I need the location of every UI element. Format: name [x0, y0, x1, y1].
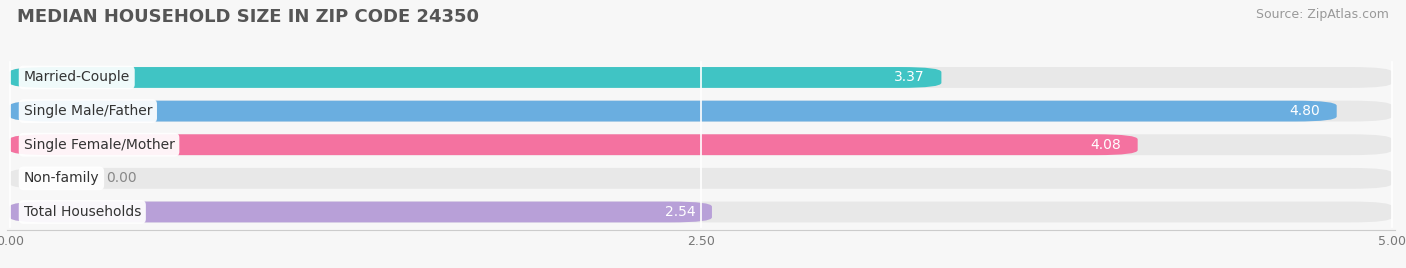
FancyBboxPatch shape — [10, 101, 1337, 121]
Text: 0.00: 0.00 — [107, 171, 138, 185]
FancyBboxPatch shape — [10, 67, 942, 88]
FancyBboxPatch shape — [10, 202, 711, 222]
Text: 4.08: 4.08 — [1090, 138, 1121, 152]
Text: 2.54: 2.54 — [665, 205, 696, 219]
Text: MEDIAN HOUSEHOLD SIZE IN ZIP CODE 24350: MEDIAN HOUSEHOLD SIZE IN ZIP CODE 24350 — [17, 8, 479, 26]
Text: 4.80: 4.80 — [1289, 104, 1320, 118]
Text: Single Male/Father: Single Male/Father — [24, 104, 152, 118]
Text: 3.37: 3.37 — [894, 70, 925, 84]
FancyBboxPatch shape — [10, 134, 1392, 155]
Text: Non-family: Non-family — [24, 171, 100, 185]
Text: Total Households: Total Households — [24, 205, 141, 219]
FancyBboxPatch shape — [10, 134, 1137, 155]
FancyBboxPatch shape — [10, 67, 1392, 88]
FancyBboxPatch shape — [10, 101, 1392, 121]
Text: Married-Couple: Married-Couple — [24, 70, 129, 84]
FancyBboxPatch shape — [10, 168, 1392, 189]
FancyBboxPatch shape — [10, 202, 1392, 222]
Text: Single Female/Mother: Single Female/Mother — [24, 138, 174, 152]
Text: Source: ZipAtlas.com: Source: ZipAtlas.com — [1256, 8, 1389, 21]
